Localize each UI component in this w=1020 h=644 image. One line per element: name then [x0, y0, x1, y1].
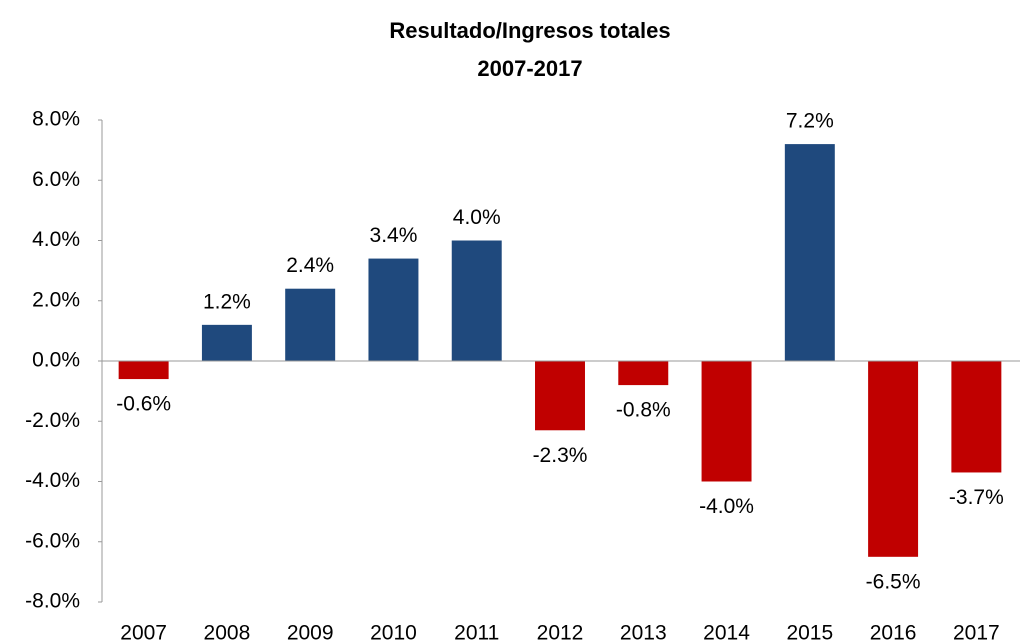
data-label: -3.7%	[949, 486, 1004, 509]
data-label: 4.0%	[453, 206, 501, 229]
y-tick-label: -4.0%	[25, 469, 80, 492]
y-tick-label: -8.0%	[25, 590, 80, 613]
data-label: -0.8%	[616, 399, 671, 422]
bar	[868, 361, 919, 557]
data-label: 7.2%	[786, 110, 834, 133]
x-tick-label: 2017	[953, 622, 1000, 644]
chart-subtitle: 2007-2017	[477, 56, 582, 81]
x-tick-label: 2014	[703, 622, 750, 644]
x-tick-label: 2007	[120, 622, 167, 644]
bar	[201, 324, 252, 361]
chart-title: Resultado/Ingresos totales	[389, 18, 670, 43]
y-tick-label: 0.0%	[32, 349, 80, 372]
x-tick-label: 2015	[786, 622, 833, 644]
y-tick-label: -6.0%	[25, 529, 80, 552]
x-tick-label: 2010	[370, 622, 417, 644]
x-tick-label: 2009	[287, 622, 334, 644]
bar	[535, 361, 585, 431]
y-tick-label: 4.0%	[32, 228, 80, 251]
data-label: 3.4%	[370, 224, 418, 247]
data-label: -4.0%	[699, 495, 754, 518]
data-label: -2.3%	[533, 444, 588, 467]
y-tick-label: -2.0%	[25, 409, 80, 432]
bar	[618, 361, 669, 386]
data-label: -6.5%	[866, 570, 921, 593]
y-tick-label: 6.0%	[32, 168, 80, 191]
data-label: 2.4%	[286, 254, 334, 277]
x-tick-label: 2016	[870, 622, 917, 644]
y-tick-label: 8.0%	[32, 108, 80, 131]
bar	[118, 361, 169, 380]
bar	[451, 240, 502, 361]
bar	[368, 258, 419, 361]
x-tick-label: 2012	[537, 622, 584, 644]
data-label: 1.2%	[203, 290, 251, 313]
x-tick-label: 2008	[204, 622, 251, 644]
bar	[951, 361, 1002, 473]
x-tick-label: 2011	[454, 622, 499, 644]
bar	[784, 144, 835, 361]
x-tick-label: 2013	[620, 622, 667, 644]
bar	[285, 288, 336, 361]
data-label: -0.6%	[116, 393, 171, 416]
y-tick-label: 2.0%	[32, 288, 80, 311]
bar	[701, 361, 752, 482]
